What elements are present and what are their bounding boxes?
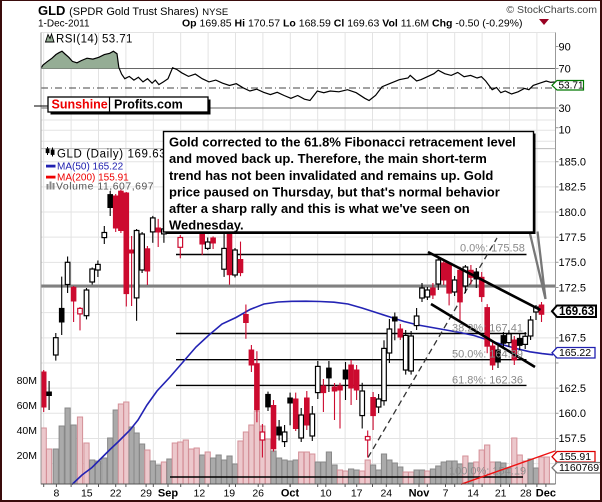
svg-text:and moved back up. Therefore,: and moved back up. Therefore, the main s… <box>169 151 487 166</box>
svg-text:61.8%: 162.36: 61.8%: 162.36 <box>452 375 523 387</box>
svg-text:53.71: 53.71 <box>559 81 584 92</box>
svg-text:trend has not been invalidated: trend has not been invalidated and remai… <box>169 168 493 183</box>
svg-text:155.91: 155.91 <box>559 451 591 463</box>
svg-text:Dec: Dec <box>536 488 556 500</box>
svg-text:Volume 11,607,697: Volume 11,607,697 <box>56 182 154 193</box>
svg-text:MA(50) 165.22: MA(50) 165.22 <box>57 162 124 173</box>
svg-text:12: 12 <box>194 488 206 500</box>
svg-text:Wednesday.: Wednesday. <box>169 218 244 233</box>
svg-text:40M: 40M <box>17 425 37 437</box>
svg-text:167.5: 167.5 <box>559 333 587 345</box>
svg-text:Op 169.85 Hi 170.57 Lo 168.59: Op 169.85 Hi 170.57 Lo 168.59 Cl 169.63 … <box>182 18 523 30</box>
svg-text:90: 90 <box>559 42 571 54</box>
svg-text:28: 28 <box>520 488 532 500</box>
svg-text:38.2%: 167.41: 38.2%: 167.41 <box>452 323 523 335</box>
svg-text:24: 24 <box>380 488 392 500</box>
svg-text:70: 70 <box>559 64 571 76</box>
svg-text:Sunshine: Sunshine <box>52 98 108 112</box>
svg-text:182.5: 182.5 <box>559 182 587 194</box>
svg-text:15: 15 <box>81 488 93 500</box>
svg-text:169.63: 169.63 <box>559 306 594 318</box>
svg-text:175.0: 175.0 <box>559 257 587 269</box>
svg-text:157.5: 157.5 <box>559 433 587 445</box>
svg-text:165.22: 165.22 <box>559 347 591 359</box>
svg-text:14: 14 <box>467 488 479 500</box>
svg-text:10: 10 <box>320 488 332 500</box>
svg-text:1-Dec-2011: 1-Dec-2011 <box>38 19 90 30</box>
svg-text:160.0: 160.0 <box>559 408 587 420</box>
svg-text:30: 30 <box>559 103 571 115</box>
svg-text:20M: 20M <box>17 450 37 462</box>
svg-text:180.0: 180.0 <box>559 207 587 219</box>
svg-text:162.5: 162.5 <box>559 383 587 395</box>
svg-text:price paused on Thursday, but: price paused on Thursday, but that's nor… <box>169 184 500 199</box>
svg-text:RSI(14) 53.71: RSI(14) 53.71 <box>56 33 133 45</box>
svg-text:177.5: 177.5 <box>559 232 587 244</box>
svg-text:GLD (SPDR Gold Trust Shares) N: GLD (SPDR Gold Trust Shares) NYSE <box>38 3 228 18</box>
svg-text:26: 26 <box>252 488 264 500</box>
svg-text:50.0%: 164.89: 50.0%: 164.89 <box>452 349 523 361</box>
svg-text:80M: 80M <box>17 375 37 387</box>
svg-text:8: 8 <box>53 488 59 500</box>
svg-text:100.0%: 154.19: 100.0%: 154.19 <box>449 466 526 478</box>
svg-text:GLD (Daily) 169.63: GLD (Daily) 169.63 <box>57 149 166 161</box>
svg-text:Nov: Nov <box>409 488 431 500</box>
svg-text:7: 7 <box>443 488 449 500</box>
svg-text:172.5: 172.5 <box>559 282 587 294</box>
svg-text:22: 22 <box>110 488 122 500</box>
svg-text:Sep: Sep <box>158 488 178 500</box>
svg-text:MA(200) 155.91: MA(200) 155.91 <box>57 173 129 184</box>
svg-text:21: 21 <box>495 488 507 500</box>
svg-text:Profits.com: Profits.com <box>114 98 183 112</box>
svg-text:185.0: 185.0 <box>559 157 587 169</box>
svg-text:17: 17 <box>351 488 363 500</box>
svg-text:10: 10 <box>559 125 571 137</box>
svg-text:60M: 60M <box>17 400 37 412</box>
svg-text:19: 19 <box>223 488 235 500</box>
svg-text:Oct: Oct <box>281 488 300 500</box>
svg-text:11607697: 11607697 <box>559 462 602 474</box>
svg-text:© StockCharts.com: © StockCharts.com <box>506 4 597 16</box>
svg-text:Gold corrected to the 61.8% Fi: Gold corrected to the 61.8% Fibonacci re… <box>169 135 516 150</box>
svg-text:after a sharp rally and this i: after a sharp rally and this is what we'… <box>169 201 470 216</box>
svg-text:29: 29 <box>140 488 152 500</box>
svg-text:0.0%: 175.58: 0.0%: 175.58 <box>460 243 525 255</box>
